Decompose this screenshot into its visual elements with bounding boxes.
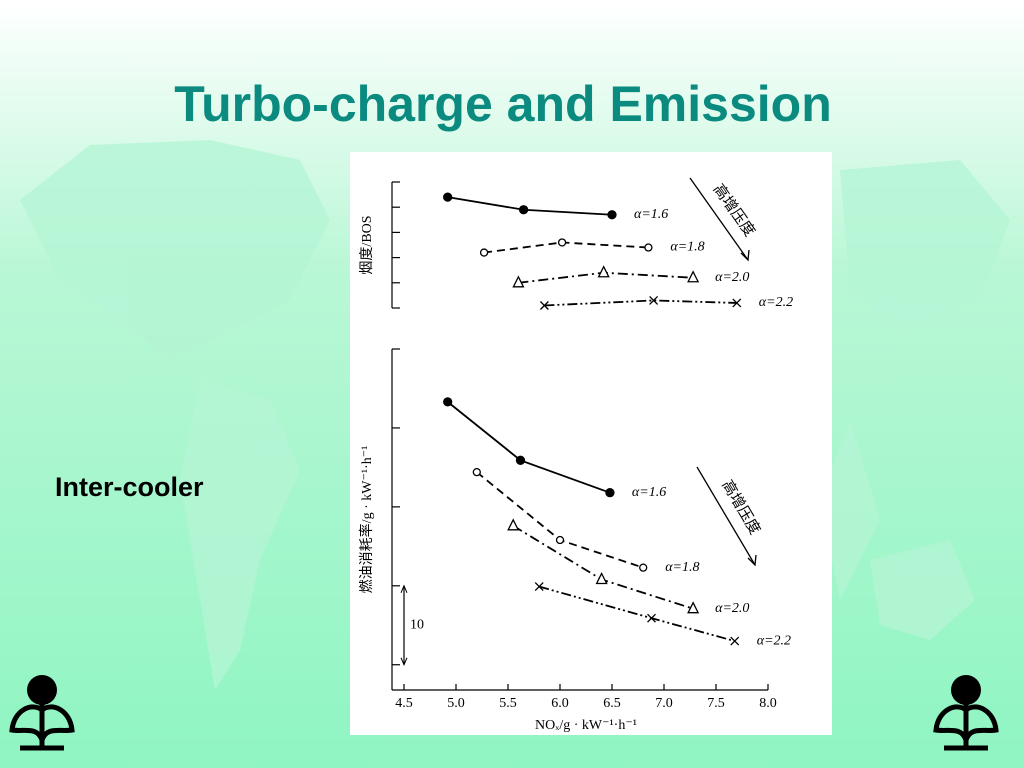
marker bbox=[479, 248, 489, 257]
marker bbox=[730, 636, 740, 646]
marker bbox=[639, 563, 648, 572]
marker bbox=[539, 301, 549, 310]
x-tick-label: 7.0 bbox=[655, 696, 673, 711]
series-label: α=2.0 bbox=[715, 270, 749, 285]
marker bbox=[557, 238, 567, 247]
annotation-arrowhead bbox=[747, 554, 757, 567]
marker bbox=[647, 613, 656, 623]
annotation-arrow bbox=[689, 177, 749, 261]
series-label: α=2.0 bbox=[715, 601, 749, 616]
marker bbox=[649, 295, 659, 305]
marker bbox=[595, 572, 608, 585]
x-tick-label: 7.5 bbox=[707, 696, 725, 711]
scale-arrow bbox=[400, 584, 408, 667]
marker bbox=[597, 265, 610, 278]
marker bbox=[512, 275, 525, 288]
marker bbox=[472, 467, 481, 477]
series-label: α=1.6 bbox=[632, 485, 666, 500]
series-label: α=1.6 bbox=[634, 207, 668, 222]
logo-head bbox=[27, 675, 57, 705]
marker bbox=[687, 270, 700, 283]
marker bbox=[687, 601, 700, 614]
logo-head bbox=[951, 675, 981, 705]
side-label: Inter-cooler bbox=[55, 472, 204, 502]
x-tick-label: 6.0 bbox=[551, 696, 569, 711]
marker bbox=[507, 518, 520, 531]
marker bbox=[607, 210, 617, 220]
chart-panel bbox=[350, 152, 832, 735]
scale-label: 10 bbox=[410, 617, 424, 632]
marker bbox=[443, 192, 453, 202]
series-label: α=1.8 bbox=[670, 240, 704, 255]
series-label: α=1.8 bbox=[665, 560, 699, 575]
x-tick-label: 5.5 bbox=[499, 696, 517, 711]
marker bbox=[515, 455, 526, 465]
marker bbox=[555, 535, 565, 545]
marker bbox=[518, 205, 529, 215]
marker bbox=[443, 397, 453, 407]
series-line bbox=[544, 299, 737, 307]
y-axis-label: 燃油消耗率/g · kW⁻¹·h⁻¹ bbox=[358, 446, 375, 594]
annotation-arrowhead bbox=[740, 249, 750, 262]
marker bbox=[644, 243, 653, 252]
x-tick-label: 8.0 bbox=[759, 696, 777, 711]
x-tick-label: 5.0 bbox=[447, 696, 465, 711]
world-map bbox=[20, 140, 1010, 690]
x-tick-label: 4.5 bbox=[395, 696, 413, 711]
series-label: α=2.2 bbox=[757, 633, 791, 648]
annotation-arrow bbox=[696, 466, 756, 566]
marker bbox=[605, 488, 615, 498]
slide-title: Turbo-charge and Emission bbox=[174, 76, 832, 132]
y-axis-label: 烟度/BOS bbox=[359, 215, 375, 274]
marker bbox=[732, 298, 742, 308]
x-axis-label: NOₓ/g · kW⁻¹·h⁻¹ bbox=[535, 718, 637, 733]
logos bbox=[9, 675, 999, 751]
series-label: α=2.2 bbox=[759, 295, 793, 310]
marker bbox=[534, 582, 544, 592]
x-tick-label: 6.5 bbox=[603, 696, 621, 711]
